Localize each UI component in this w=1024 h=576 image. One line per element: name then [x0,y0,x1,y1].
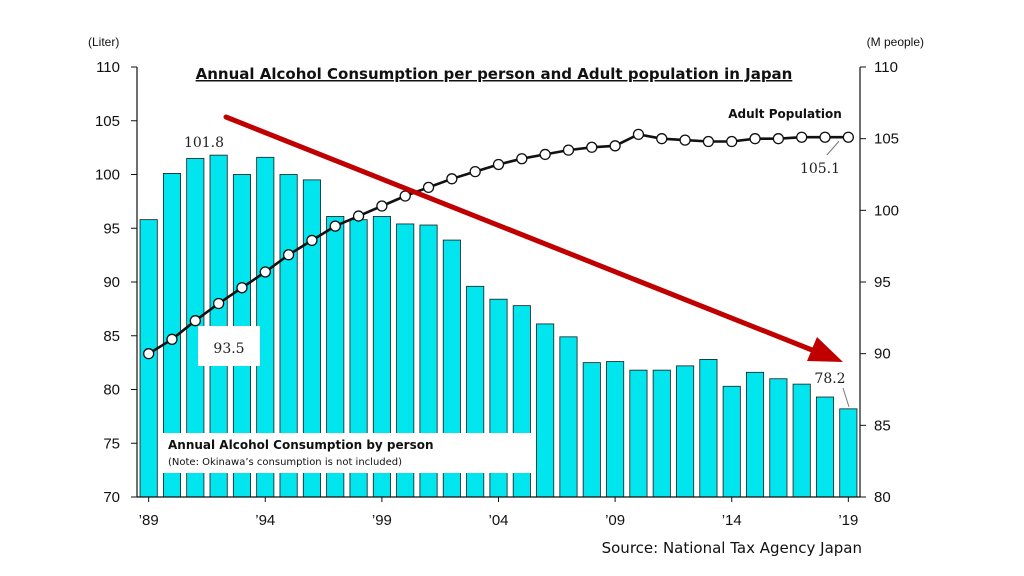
bar [815,396,835,498]
right-tick-label: 100 [874,202,899,219]
right-tick-label: 95 [874,274,891,291]
population-marker [352,210,365,222]
bar [536,323,555,498]
population-marker [422,181,435,194]
left-tick-label: 90 [103,274,120,291]
left-axis-unit: (Liter) [88,35,119,49]
population-marker [399,190,411,202]
bar [582,362,601,498]
left-tick-label: 105 [95,113,120,130]
source-text: Source: National Tax Agency Japan [602,539,862,557]
population-marker [143,348,155,360]
population-marker [586,141,598,153]
population-marker [282,249,295,261]
population-marker [236,282,248,294]
bar [722,385,741,498]
bar-series [139,154,858,498]
line-last-label: 105.1 [800,161,840,177]
population-marker [702,135,715,148]
bar [606,361,625,498]
population-marker [562,144,575,156]
x-tick-label: ’19 [838,512,858,529]
population-marker [259,266,271,278]
population-marker [656,133,668,145]
population-marker [679,134,691,146]
x-tick-label: ’89 [139,512,159,529]
population-marker [212,297,225,310]
population-marker [446,173,458,185]
line-legend-label: Adult Population [728,107,841,121]
right-axis-unit: (M people) [867,35,924,49]
population-marker [796,131,808,143]
x-tick-label: ’94 [255,512,275,529]
population-marker [189,315,201,327]
population-marker [166,333,178,345]
bar-last-leader [842,387,850,408]
population-marker [376,200,388,212]
bar [699,358,718,498]
right-tick-label: 90 [874,346,891,363]
left-tick-label: 110 [96,59,120,76]
left-tick-label: 80 [103,382,120,399]
population-marker [306,234,318,247]
population-marker [819,131,831,143]
bar-legend-box [162,433,534,473]
right-tick-label: 105 [874,131,899,148]
axes: 70 75 80 85 90 95 100 105 110 80 85 90 95 100 105 110 ’8… [95,59,899,529]
population-marker [772,133,785,145]
x-tick-label: ’04 [488,512,508,529]
line-first-label-box [198,326,260,366]
x-tick-label: ’09 [605,512,625,529]
trend-arrow-shaft [223,114,815,353]
left-tick-label: 85 [103,328,120,345]
bar-last-label: 78.2 [814,371,845,387]
population-marker [492,158,505,171]
bar-legend-label: Annual Alcohol Consumption by person [168,438,434,452]
x-tick-label: ’14 [722,512,742,529]
line-last-leader [825,140,840,157]
population-marker [329,220,341,232]
bar [629,369,648,498]
chart-title: Annual Alcohol Consumption per person an… [196,65,793,83]
bar [792,383,811,498]
legend-note: (Note: Okinawa’s consumption is not incl… [168,457,402,468]
population-marker [539,148,551,161]
bar [746,371,765,498]
line-last-label-box [793,155,847,179]
bar [839,408,858,498]
bar-peak-label: 101.8 [184,135,224,151]
bar [769,378,788,498]
bar [559,336,578,498]
bar [652,369,671,498]
left-tick-label: 95 [103,220,120,237]
line-series [143,128,854,408]
left-tick-label: 100 [95,167,120,184]
trend-arrow-head [807,337,843,362]
bar [676,365,695,498]
right-tick-label: 85 [874,417,891,434]
x-tick-label: ’99 [372,512,392,529]
population-marker [609,140,621,152]
right-tick-label: 110 [874,59,898,76]
population-marker [632,128,645,141]
population-marker [726,135,738,148]
left-tick-label: 70 [103,489,120,506]
line-first-label: 93.5 [213,341,244,357]
population-marker [469,165,481,178]
population-marker [842,131,854,143]
population-marker [516,153,528,165]
population-marker [749,133,761,145]
right-tick-label: 80 [874,489,891,506]
trend-arrow [223,114,843,362]
left-tick-label: 75 [103,435,120,452]
